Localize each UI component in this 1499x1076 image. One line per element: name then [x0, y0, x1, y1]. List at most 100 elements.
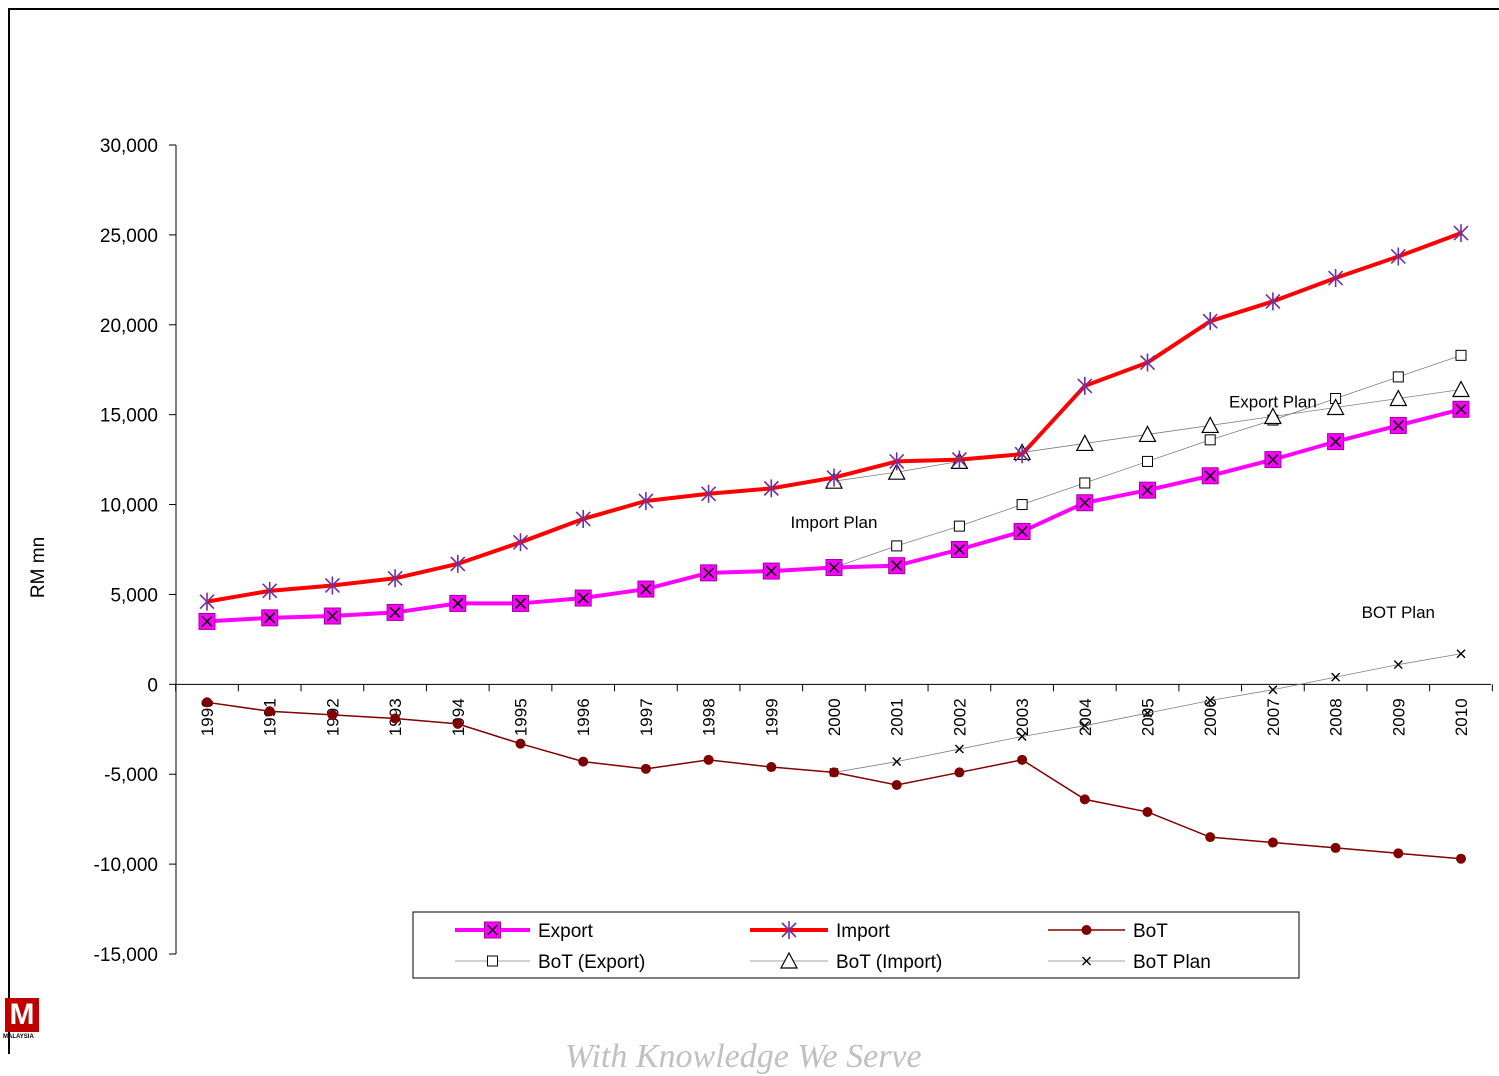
y-tick-label: 20,000	[100, 316, 158, 337]
marker	[951, 450, 967, 469]
marker	[1016, 499, 1028, 511]
marker	[1390, 247, 1406, 266]
legend-item: Export	[455, 921, 594, 942]
annotation: Export Plan	[1229, 392, 1317, 411]
marker	[1330, 436, 1342, 448]
marker	[1082, 956, 1091, 966]
legend-label: Import	[836, 921, 891, 942]
marker	[486, 924, 499, 936]
marker	[891, 780, 902, 791]
logo-mark: M	[5, 998, 39, 1032]
marker	[891, 560, 903, 572]
marker	[1077, 376, 1093, 395]
marker	[1328, 269, 1344, 288]
marker	[324, 576, 340, 595]
marker	[512, 533, 529, 552]
marker	[1204, 434, 1216, 446]
marker	[1075, 434, 1094, 452]
frame-left-border	[8, 8, 10, 1054]
marker	[1392, 419, 1404, 431]
marker	[202, 697, 212, 708]
marker	[765, 565, 777, 577]
marker	[452, 597, 464, 609]
marker	[1263, 407, 1282, 425]
annotation: BOT Plan	[1362, 603, 1435, 622]
x-tick-label: 1990	[198, 698, 217, 736]
marker	[1017, 754, 1028, 765]
series-bot-import	[825, 380, 1470, 489]
legend-item: BoT	[1048, 921, 1168, 942]
marker	[640, 763, 651, 774]
x-tick-label: 2005	[1139, 698, 1158, 736]
x-tick-label: 2009	[1389, 698, 1408, 736]
marker	[262, 581, 278, 600]
marker	[390, 713, 401, 724]
marker	[578, 756, 589, 767]
x-tick-label: 1991	[261, 698, 280, 736]
marker	[1393, 660, 1403, 670]
x-tick-label: 2003	[1013, 698, 1032, 736]
marker	[487, 955, 498, 967]
marker	[1079, 497, 1091, 509]
marker	[1268, 685, 1278, 695]
legend-item: BoT Plan	[1048, 952, 1211, 973]
y-tick-label: 15,000	[100, 406, 158, 427]
marker	[1204, 470, 1216, 482]
legend-item: Import	[750, 921, 891, 942]
marker	[1138, 425, 1157, 443]
y-tick-label: 0	[147, 675, 158, 696]
marker	[575, 509, 591, 528]
marker	[1081, 925, 1092, 935]
marker	[763, 479, 779, 498]
marker	[577, 592, 589, 604]
marker	[1080, 721, 1090, 731]
series-bot-plan	[829, 649, 1466, 777]
marker	[1452, 380, 1470, 398]
marker	[514, 597, 527, 609]
marker	[954, 744, 964, 754]
marker	[703, 754, 714, 765]
marker	[891, 540, 903, 552]
x-tick-label: 2004	[1076, 698, 1095, 736]
legend-label: BoT (Export)	[538, 952, 645, 973]
marker	[452, 718, 463, 729]
series-import	[199, 224, 1469, 611]
x-tick-label: 2002	[950, 698, 969, 736]
y-tick-label: -10,000	[94, 855, 158, 876]
x-tick-label: 1997	[637, 698, 656, 736]
legend-label: Export	[538, 921, 594, 942]
marker	[1016, 525, 1028, 538]
legend-label: BoT (Import)	[836, 952, 942, 973]
marker	[326, 610, 338, 622]
legend: Export Import BoT BoT (Export) BoT (Import) B…	[412, 911, 1300, 979]
marker	[638, 491, 654, 510]
marker	[701, 484, 717, 503]
chart-slide: -15,000 -10,000 -5,000 0 5,000 10,000 15,000 20…	[3, 8, 1499, 1075]
annotation: Import Plan	[791, 513, 878, 532]
marker	[1142, 455, 1153, 467]
x-tick-label: 2007	[1264, 698, 1283, 736]
y-tick-label: -5,000	[104, 765, 158, 786]
marker	[389, 606, 401, 618]
marker	[780, 951, 798, 969]
marker	[1014, 445, 1030, 464]
y-tick-label: 5,000	[110, 585, 158, 606]
marker	[829, 767, 839, 778]
marker	[1389, 389, 1408, 407]
series-bot	[202, 697, 1466, 864]
legend-label: BoT	[1133, 921, 1168, 942]
x-tick-label: 2010	[1452, 698, 1471, 736]
marker	[640, 583, 652, 595]
marker	[766, 762, 777, 773]
marker	[953, 520, 965, 532]
marker	[1455, 403, 1467, 415]
legend-label: BoT Plan	[1133, 952, 1211, 973]
marker	[1393, 848, 1404, 859]
marker	[199, 592, 215, 611]
marker	[1079, 477, 1091, 489]
marker	[1017, 731, 1027, 741]
line-chart: -15,000 -10,000 -5,000 0 5,000 10,000 15,000 20…	[28, 136, 1493, 979]
marker	[1392, 371, 1404, 383]
marker	[953, 543, 965, 556]
marker	[826, 468, 842, 487]
